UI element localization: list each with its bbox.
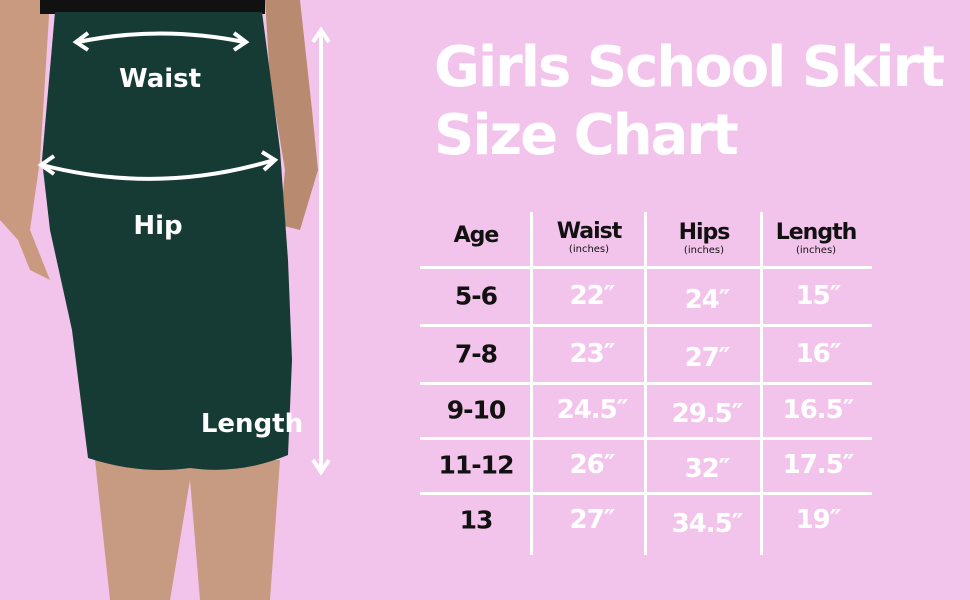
skirt-model-photo: Waist Hip Length (0, 0, 340, 600)
size-chart-table: Age Waist (inches) Hips (inches) Length (in… (420, 212, 872, 555)
cell-length: 19″ (795, 505, 842, 535)
cell-hips: 27″ (684, 343, 731, 373)
row-divider (420, 382, 872, 385)
cell-age: 7-8 (454, 339, 498, 369)
length-arrow-icon (311, 26, 331, 476)
row-divider (420, 324, 872, 327)
row-divider (420, 437, 872, 440)
cell-age: 9-10 (446, 395, 507, 425)
cell-length: 16″ (795, 339, 842, 369)
title-line-1: Girls School Skirt (434, 35, 945, 100)
length-label: Length (201, 409, 303, 439)
cell-age: 13 (459, 505, 494, 535)
cell-hips: 32″ (684, 454, 731, 484)
cell-age: 11-12 (438, 450, 515, 480)
header-waist: Waist (inches) (556, 219, 622, 255)
cell-length: 17.5″ (782, 450, 855, 480)
cell-length: 15″ (795, 281, 842, 311)
cell-waist: 27″ (569, 505, 616, 535)
hip-arrow-icon (37, 150, 279, 181)
header-length: Length (inches) (775, 220, 858, 256)
header-hips: Hips (inches) (678, 220, 731, 256)
cell-age: 5-6 (454, 281, 498, 311)
hip-label: Hip (133, 211, 182, 241)
cell-waist: 26″ (569, 450, 616, 480)
cell-length: 16.5″ (782, 395, 855, 425)
waist-label: Waist (119, 64, 201, 94)
waist-arrow-icon (72, 31, 250, 52)
cell-waist: 22″ (569, 281, 616, 311)
cell-hips: 34.5″ (671, 509, 744, 539)
cell-hips: 24″ (684, 285, 731, 315)
row-divider (420, 492, 872, 495)
header-age: Age (453, 223, 500, 248)
cell-hips: 29.5″ (671, 399, 744, 429)
cell-waist: 24.5″ (556, 395, 629, 425)
skirt (42, 12, 292, 471)
title-line-2: Size Chart (434, 103, 739, 168)
right-arm (265, 0, 318, 230)
left-arm (0, 0, 50, 280)
row-divider (420, 266, 872, 269)
cell-waist: 23″ (569, 339, 616, 369)
legs (95, 460, 280, 600)
